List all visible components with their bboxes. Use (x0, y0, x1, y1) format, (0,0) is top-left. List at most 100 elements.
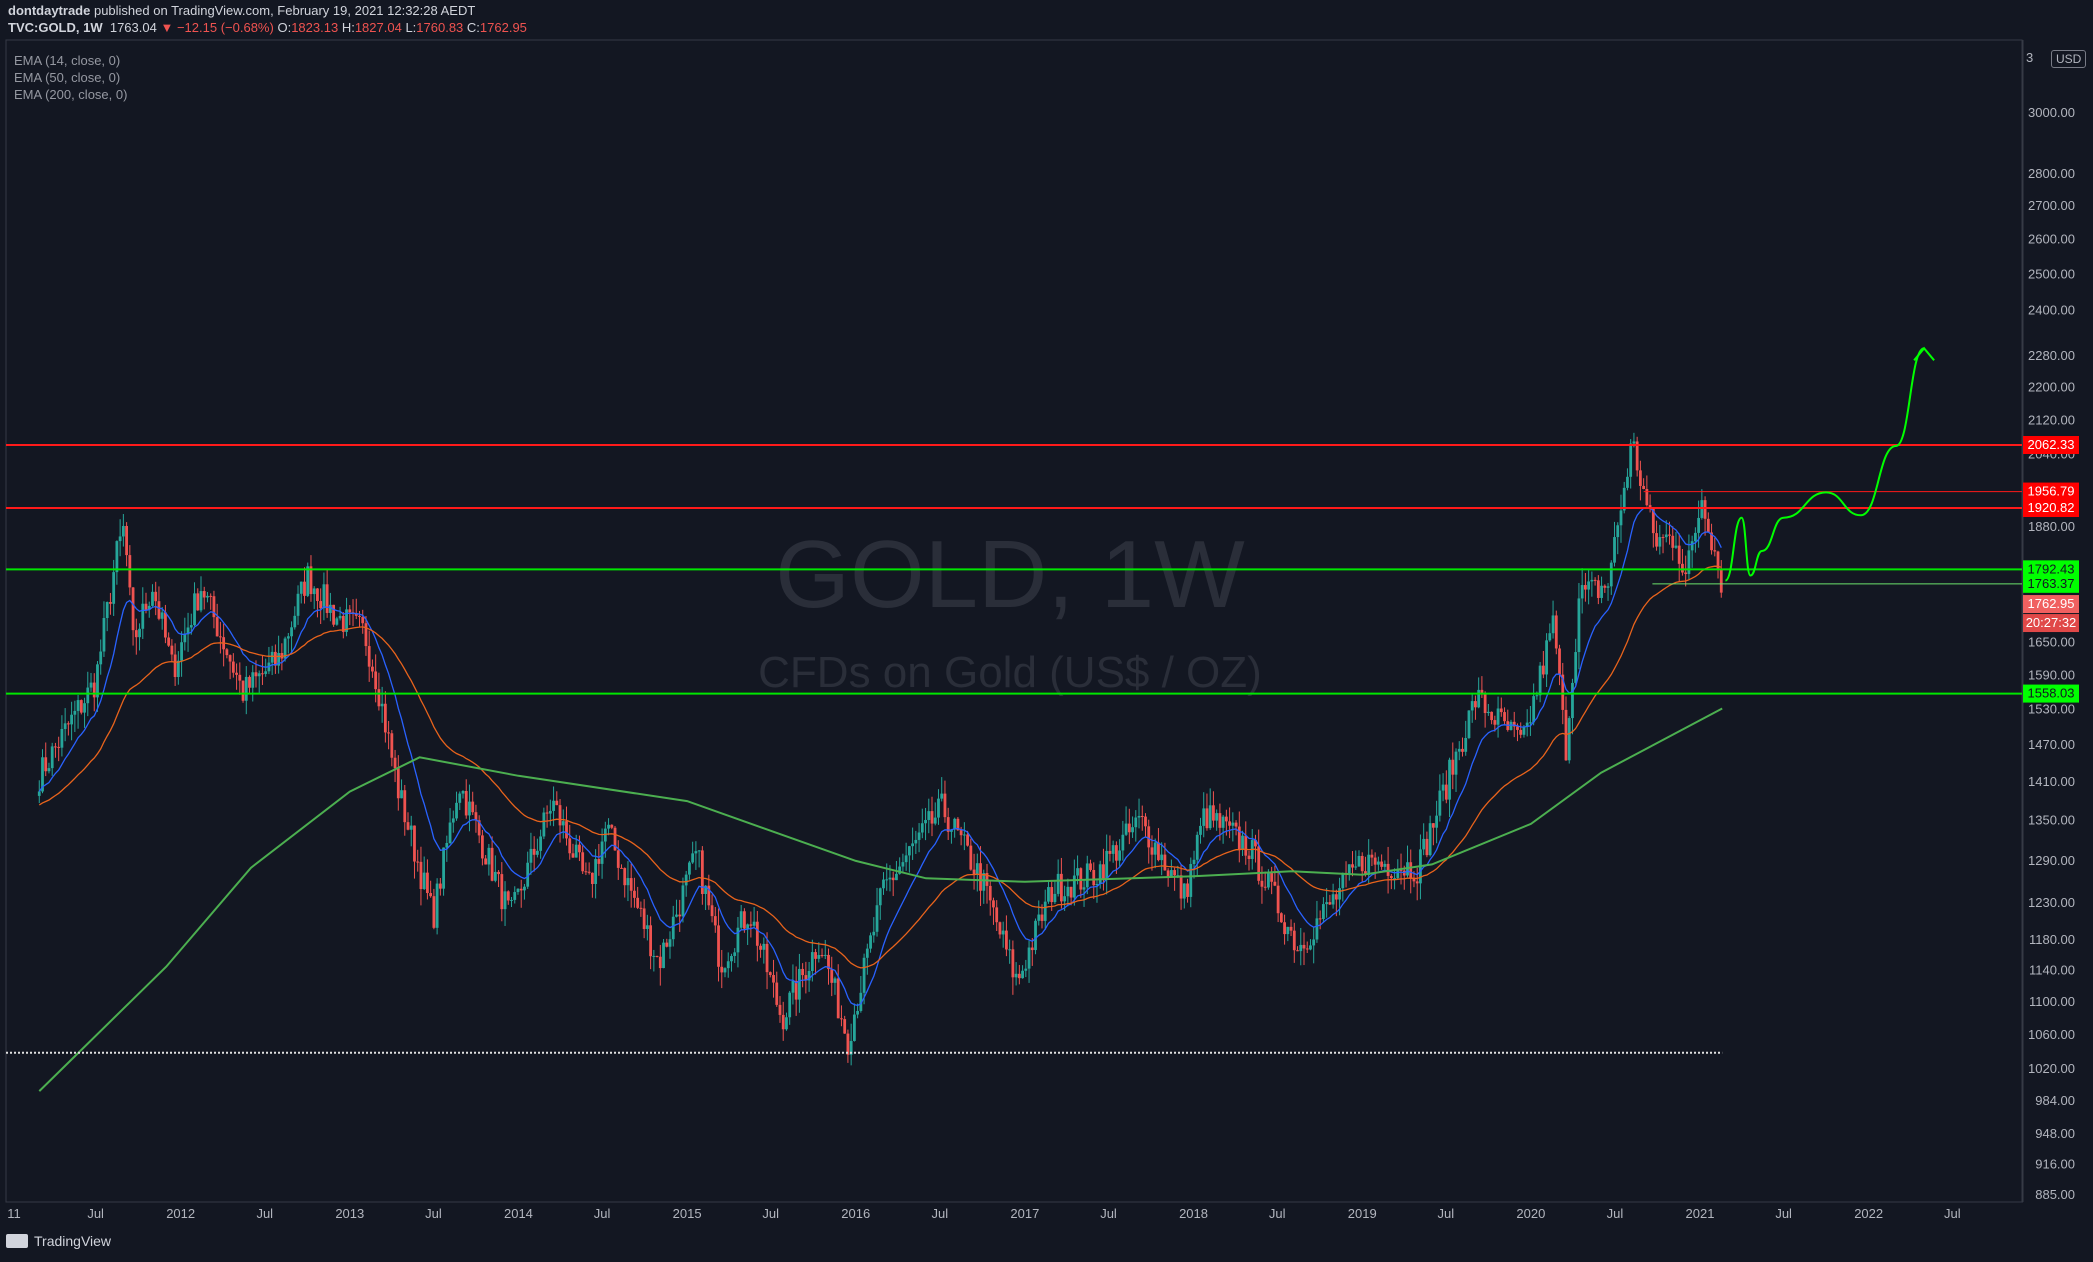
candle-body (219, 636, 222, 638)
price-tick-label: 1060.00 (2028, 1027, 2075, 1042)
candle-body (1202, 808, 1206, 826)
candle-body (1535, 695, 1539, 697)
candle-body (571, 853, 575, 858)
candle-body (561, 821, 565, 826)
candle-body (1331, 894, 1335, 905)
candle-body (869, 935, 872, 949)
candle-body (1370, 854, 1374, 858)
candle-body (1163, 854, 1167, 871)
candle-body (1021, 970, 1024, 979)
candle-body (183, 634, 187, 643)
time-tick-label: Jul (1607, 1206, 1624, 1221)
candle-body (1477, 689, 1481, 708)
candle-body (296, 593, 300, 616)
candle-body (1309, 945, 1312, 950)
candle-body (306, 566, 310, 596)
price-tick-label: 1230.00 (2028, 895, 2075, 910)
candle-body (775, 982, 779, 1005)
candle-body (1626, 476, 1629, 488)
candle-body (1334, 894, 1338, 900)
candle-body (940, 793, 944, 799)
candle-body (969, 845, 973, 870)
candle-body (1034, 920, 1037, 951)
candle-body (1199, 825, 1202, 835)
candle-body (241, 680, 245, 701)
candle-body (1593, 579, 1597, 581)
price-tick-label: 1880.00 (2028, 519, 2075, 534)
symbol-name[interactable]: TVC:GOLD, 1W (8, 20, 103, 35)
candle-body (594, 859, 598, 884)
candle-body (1681, 563, 1684, 573)
candle-body (1480, 689, 1484, 695)
candle-body (629, 878, 633, 891)
time-tick-label: 2018 (1179, 1206, 1208, 1221)
candle-body (1134, 817, 1138, 828)
candle-body (1153, 842, 1157, 855)
candle-body (998, 922, 1002, 935)
author-name[interactable]: dontdaytrade (8, 3, 91, 18)
candle-body (555, 800, 559, 806)
candle-body (1140, 816, 1144, 818)
candle-body (102, 618, 106, 652)
candle-body (1393, 878, 1396, 880)
price-tick-label: 2400.00 (2028, 303, 2075, 318)
open-value: 1823.13 (291, 20, 339, 35)
candle-body (827, 954, 830, 970)
indicator-legend: EMA (14, close, 0) EMA (50, close, 0) EM… (14, 52, 127, 103)
level-price-tag (2023, 684, 2079, 703)
candle-body (901, 862, 905, 867)
close-value: 1762.95 (479, 20, 527, 35)
currency-button[interactable]: USD (2051, 50, 2087, 68)
candle-body (1166, 870, 1170, 877)
candle-body (1509, 721, 1513, 730)
candle-body (762, 943, 766, 950)
candle-body (962, 834, 966, 836)
candle-body (1383, 863, 1387, 867)
candle-body (1457, 748, 1461, 752)
ema14-legend[interactable]: EMA (14, close, 0) (14, 53, 121, 68)
candle-body (1441, 784, 1445, 791)
candle-body (600, 841, 604, 864)
candle-body (626, 878, 630, 886)
candle-body (717, 925, 720, 967)
candle-body (697, 850, 701, 852)
candle-body (1328, 902, 1332, 905)
candle-body (147, 605, 151, 610)
candle-body (371, 666, 374, 672)
candle-body (1684, 572, 1688, 575)
candle-body (109, 602, 112, 604)
candle-body (86, 687, 90, 704)
candle-body (1697, 517, 1701, 533)
candle-body (251, 672, 255, 688)
projection-arrow-icon (1913, 346, 1935, 361)
candle-body (597, 859, 601, 864)
candle-body (1276, 885, 1280, 914)
candle-body (733, 952, 737, 956)
price-tick-label: 2700.00 (2028, 198, 2075, 213)
candle-body (500, 874, 504, 910)
candle-body (1247, 855, 1251, 859)
candle-body (487, 847, 491, 865)
candle-body (1150, 847, 1154, 855)
ema50-legend[interactable]: EMA (50, close, 0) (14, 70, 121, 85)
tradingview-logo-icon (6, 1234, 28, 1248)
candle-body (607, 824, 610, 829)
candle-body (1114, 845, 1118, 861)
candle-body (1127, 823, 1131, 833)
candle-body (1435, 815, 1439, 828)
candle-body (950, 829, 953, 832)
ema200-legend[interactable]: EMA (200, close, 0) (14, 87, 128, 102)
candle-body (746, 924, 750, 929)
candle-body (76, 700, 80, 711)
candle-body (506, 891, 510, 901)
candle-body (1661, 537, 1665, 539)
candle-body (552, 800, 555, 811)
price-tick-label: 2600.00 (2028, 232, 2075, 247)
tradingview-brand[interactable]: TradingView (34, 1233, 112, 1249)
candle-body (1470, 701, 1474, 711)
candle-body (574, 844, 578, 858)
price-tick-label: 1140.00 (2029, 963, 2075, 978)
candle-body (1066, 886, 1070, 897)
